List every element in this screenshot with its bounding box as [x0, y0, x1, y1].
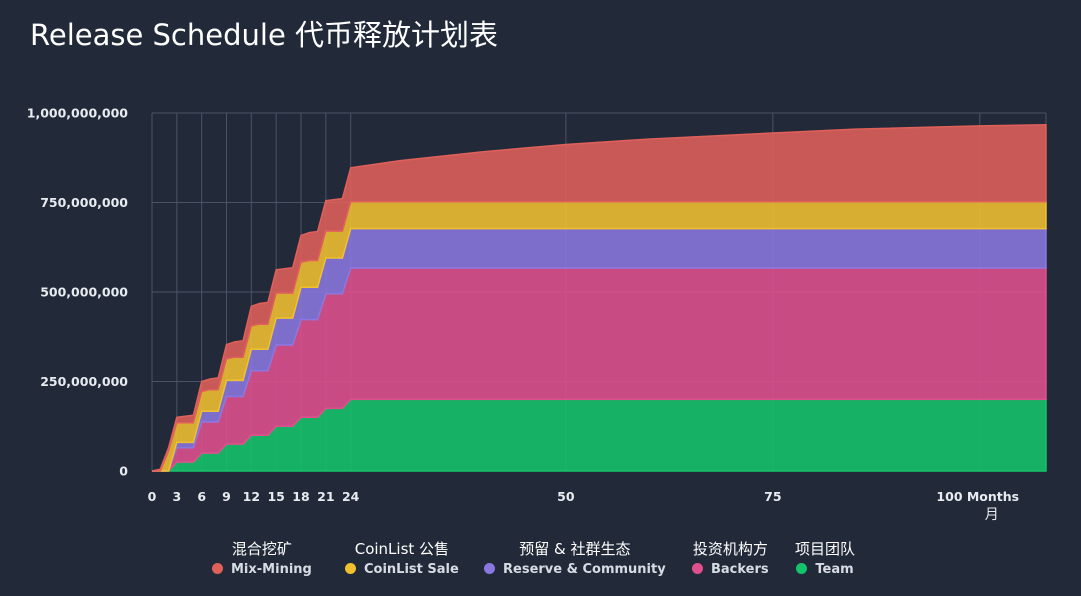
legend-label-cn: 投资机构方 [692, 540, 768, 558]
x-tick-label: 100 Months [936, 489, 1019, 504]
legend-label-en: Reserve & Community [503, 562, 666, 577]
legend-label-en: Team [815, 562, 854, 577]
y-tick-label: 500,000,000 [40, 285, 128, 300]
legend-label-cn: CoinList 公售 [354, 540, 450, 558]
x-tick-label: 50 [557, 489, 575, 504]
area-mix-mining [151, 124, 1047, 472]
x-tick-label: 21 [317, 489, 334, 504]
chart-title: Release Schedule 代币释放计划表 [30, 18, 499, 52]
x-tick-label: 6 [197, 489, 206, 504]
x-tick-label: 12 [243, 489, 260, 504]
legend-label-en: Mix-Mining [231, 562, 312, 577]
legend-label-cn: 项目团队 [795, 540, 856, 558]
y-tick-label: 1,000,000,000 [27, 106, 129, 121]
legend-item-coinlist-sale[interactable]: CoinList 公售 CoinList Sale [345, 540, 459, 577]
legend-label-cn: 预留 & 社群生态 [519, 540, 631, 558]
area-layer [151, 124, 1047, 472]
legend-label-cn: 混合挖矿 [231, 540, 292, 558]
x-tick-label: 9 [222, 489, 231, 504]
x-tick-label: 24 [342, 489, 360, 504]
legend-label-en: Backers [711, 562, 769, 577]
legend-item-mix-mining[interactable]: 混合挖矿 Mix-Mining [212, 540, 312, 577]
x-tick-label: 3 [172, 489, 181, 504]
legend-dot [345, 563, 356, 574]
x-unit-label: 月 [985, 507, 999, 523]
x-tick-label: 0 [148, 489, 157, 504]
legend-item-backers[interactable]: 投资机构方 Backers [692, 540, 769, 577]
legend: 混合挖矿 Mix-Mining CoinList 公售 CoinList Sal… [0, 540, 1081, 590]
y-tick-label: 750,000,000 [40, 195, 128, 210]
axis-layer: 0 250,000,000 500,000,000 750,000,000 1,000,… [27, 106, 1019, 524]
legend-dot [796, 563, 808, 574]
legend-dot [212, 563, 223, 574]
y-tick-label: 0 [119, 464, 128, 479]
legend-label-en: CoinList Sale [364, 562, 459, 577]
y-tick-label: 250,000,000 [40, 374, 128, 389]
stacked-area-chart: 0 250,000,000 500,000,000 750,000,000 1,000,… [27, 106, 1047, 524]
legend-item-reserve-community[interactable]: 预留 & 社群生态 Reserve & Community [484, 540, 666, 577]
x-tick-label: 75 [764, 489, 781, 504]
legend-dot [692, 563, 703, 574]
x-tick-label: 18 [292, 489, 309, 504]
legend-item-team[interactable]: 项目团队 Team [795, 540, 855, 577]
legend-dot [484, 563, 495, 574]
x-tick-label: 15 [267, 489, 284, 504]
